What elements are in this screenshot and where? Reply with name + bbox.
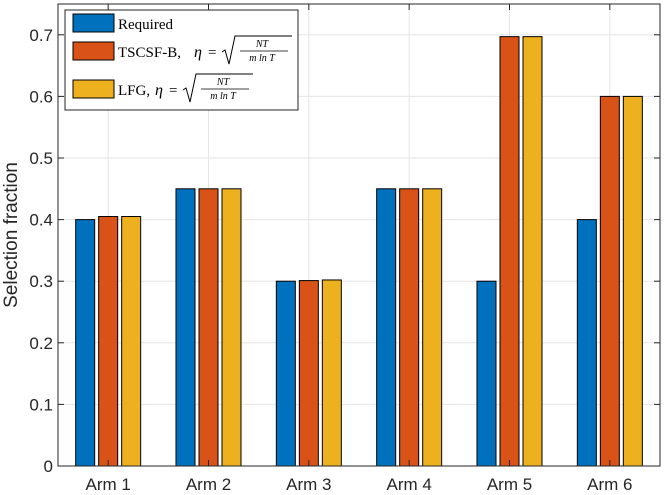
- bar-required-5: [476, 280, 497, 467]
- y-tick-label: 0.1: [29, 395, 53, 414]
- legend-label-lfg: LFG,: [118, 83, 150, 99]
- bar-tscsf-b-5: [499, 36, 520, 467]
- legend-swatch-tscsf-b: [72, 41, 115, 61]
- legend-swatch-lfg: [72, 79, 115, 99]
- legend-label-required: Required: [118, 17, 173, 33]
- bar-lfg-4: [422, 188, 443, 467]
- formula-numerator: NT: [255, 39, 270, 50]
- sqrt-icon: [182, 73, 253, 103]
- y-tick-label: 0.5: [29, 149, 53, 168]
- y-tick-label: 0.7: [29, 26, 53, 45]
- y-axis-label: Selection fraction: [1, 162, 22, 308]
- bar-tscsf-b-2: [198, 188, 219, 467]
- bar-lfg-3: [321, 279, 342, 467]
- plot-frame: [57, 3, 661, 467]
- x-axis: Arm 1 Arm 2 Arm 3 Arm 4 Arm 5 Arm 6: [85, 4, 633, 494]
- bars-group: [75, 36, 643, 467]
- bar-tscsf-b-6: [599, 95, 620, 467]
- bar-required-1: [75, 219, 96, 467]
- formula-denominator: m ln T: [249, 53, 276, 64]
- legend-formula-lfg: η = NT m ln T: [155, 73, 253, 103]
- x-tick-label: Arm 2: [186, 475, 231, 494]
- bar-tscsf-b-3: [298, 280, 319, 467]
- formula-numerator: NT: [216, 77, 231, 88]
- bar-required-3: [275, 280, 296, 467]
- bar-required-4: [376, 188, 397, 467]
- x-tick-label: Arm 5: [487, 475, 532, 494]
- legend-formula-tscsf-b: η = NT m ln T: [194, 35, 292, 65]
- x-tick-label: Arm 6: [587, 475, 632, 494]
- formula-denominator: m ln T: [210, 91, 237, 102]
- x-tick-label: Arm 3: [286, 475, 331, 494]
- bar-lfg-2: [221, 188, 242, 467]
- bar-lfg-1: [121, 216, 142, 467]
- bar-tscsf-b-1: [98, 216, 119, 467]
- y-tick-label: 0.3: [29, 272, 53, 291]
- bar-required-6: [576, 219, 597, 467]
- y-tick-label: 0.4: [29, 211, 53, 230]
- y-axis: 0 0.1 0.2 0.3 0.4 0.5 0.6 0.7: [29, 26, 660, 476]
- legend-label-tscsf-b: TSCSF-B,: [118, 45, 181, 61]
- bar-lfg-6: [622, 95, 643, 467]
- formula-equals: =: [169, 83, 177, 99]
- formula-equals: =: [208, 45, 216, 61]
- y-tick-label: 0.2: [29, 334, 53, 353]
- x-tick-label: Arm 1: [85, 475, 130, 494]
- formula-eta: η: [194, 44, 202, 61]
- formula-eta: η: [155, 82, 163, 99]
- y-tick-label: 0.6: [29, 87, 53, 106]
- bar-lfg-5: [522, 36, 543, 467]
- y-tick-label: 0: [44, 457, 53, 476]
- legend: Required TSCSF-B, η = NT m ln T LFG, η =…: [64, 9, 299, 111]
- bar-required-2: [175, 188, 196, 467]
- bar-tscsf-b-4: [399, 188, 420, 467]
- sqrt-icon: [221, 35, 292, 65]
- legend-swatch-required: [72, 13, 115, 33]
- x-tick-label: Arm 4: [386, 475, 431, 494]
